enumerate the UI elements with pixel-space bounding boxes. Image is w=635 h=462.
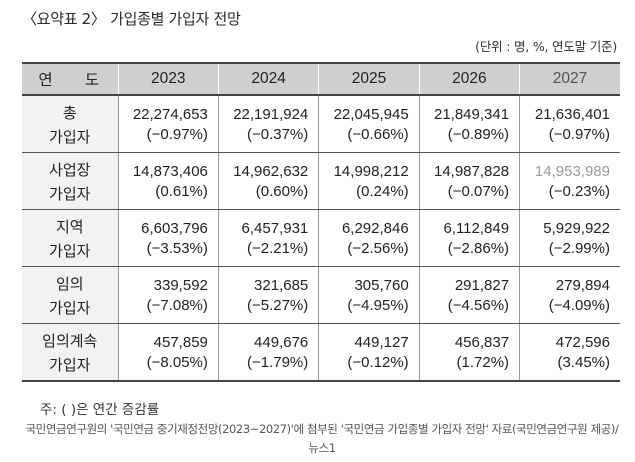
- value-cell: 449,127: [318, 323, 420, 352]
- value-cell: 21,636,401: [519, 95, 620, 124]
- value-cell: 339,592: [117, 266, 219, 295]
- row-category: 가입자: [22, 181, 118, 210]
- pct-cell: (−4.56%): [418, 295, 520, 324]
- table-title: 〈요약표 2〉 가입종별 가입자 전망: [22, 10, 241, 28]
- pct-cell: (−0.07%): [418, 181, 520, 210]
- row-category: 사업장: [22, 152, 118, 181]
- pct-cell: (0.61%): [117, 181, 219, 210]
- header-2024: 2024: [217, 62, 319, 96]
- pct-cell: (−5.27%): [217, 295, 319, 324]
- table-note: 주: ( )은 연간 증감률: [40, 402, 160, 418]
- image-caption: 국민연금연구원의 '국민연금 중기재정전망(2023~2027)'에 첨부된 '…: [25, 422, 619, 455]
- value-cell: 22,045,945: [318, 95, 420, 124]
- table-row-workplace: 사업장 14,873,406 14,962,632 14,998,212 14,…: [22, 152, 620, 181]
- value-cell: 22,274,653: [117, 95, 219, 124]
- table-row-voluntary-pct: 가입자 (−7.08%) (−5.27%) (−4.95%) (−4.56%) …: [22, 295, 620, 324]
- value-cell: 305,760: [318, 266, 420, 295]
- value-cell: 449,676: [217, 323, 319, 352]
- value-cell: 457,859: [117, 323, 219, 352]
- value-cell: 6,603,796: [117, 209, 219, 238]
- pct-cell: (1.72%): [418, 352, 520, 382]
- pct-cell: (−2.21%): [217, 238, 319, 267]
- value-cell: 6,292,846: [318, 209, 420, 238]
- table-row-total-pct: 가입자 (−0.97%) (−0.37%) (−0.66%) (−0.89%) …: [22, 124, 620, 153]
- row-category: 가입자: [22, 238, 118, 267]
- row-category: 가입자: [22, 124, 118, 153]
- value-cell: 14,953,989: [519, 152, 620, 181]
- header-2023: 2023: [117, 62, 219, 96]
- pct-cell: (−2.56%): [318, 238, 420, 267]
- row-category: 가입자: [22, 295, 118, 324]
- pct-cell: (0.60%): [217, 181, 319, 210]
- value-cell: 321,685: [217, 266, 319, 295]
- pct-cell: (−8.05%): [117, 352, 219, 382]
- pct-cell: (0.24%): [318, 181, 420, 210]
- row-category: 총: [22, 95, 118, 124]
- value-cell: 14,962,632: [217, 152, 319, 181]
- pct-cell: (−0.23%): [519, 181, 620, 210]
- pct-cell: (−1.79%): [217, 352, 319, 382]
- table-row-regional-pct: 가입자 (−3.53%) (−2.21%) (−2.56%) (−2.86%) …: [22, 238, 620, 267]
- pct-cell: (−0.97%): [519, 124, 620, 153]
- value-cell: 21,849,341: [418, 95, 520, 124]
- value-cell: 14,998,212: [318, 152, 420, 181]
- pct-cell: (−3.53%): [117, 238, 219, 267]
- subscriber-forecast-table: 연 도 2023 2024 2025 2026 2027 총 22,274,65…: [22, 62, 620, 382]
- value-cell: 5,929,922: [519, 209, 620, 238]
- header-2027: 2027: [519, 62, 620, 96]
- value-cell: 6,457,931: [217, 209, 319, 238]
- pct-cell: (−0.12%): [318, 352, 420, 382]
- pct-cell: (−0.97%): [117, 124, 219, 153]
- unit-label: (단위 : 명, %, 연도말 기준): [475, 39, 617, 54]
- pct-cell: (−2.86%): [418, 238, 520, 267]
- value-cell: 14,987,828: [418, 152, 520, 181]
- value-cell: 472,596: [519, 323, 620, 352]
- pct-cell: (−4.95%): [318, 295, 420, 324]
- table-row-voluntary-continued-pct: 가입자 (−8.05%) (−1.79%) (−0.12%) (1.72%) (…: [22, 352, 620, 382]
- row-category: 지역: [22, 209, 118, 238]
- pct-cell: (−2.99%): [519, 238, 620, 267]
- header-year-label: 연 도: [22, 62, 118, 96]
- value-cell: 456,837: [418, 323, 520, 352]
- value-cell: 6,112,849: [418, 209, 520, 238]
- table-row-voluntary-continued: 임의계속 457,859 449,676 449,127 456,837 472…: [22, 323, 620, 352]
- pct-cell: (−4.09%): [519, 295, 620, 324]
- header-2026: 2026: [418, 62, 520, 96]
- header-row: 연 도 2023 2024 2025 2026 2027: [22, 62, 620, 96]
- table-row-regional: 지역 6,603,796 6,457,931 6,292,846 6,112,8…: [22, 209, 620, 238]
- table-row-workplace-pct: 가입자 (0.61%) (0.60%) (0.24%) (−0.07%) (−0…: [22, 181, 620, 210]
- pct-cell: (−0.66%): [318, 124, 420, 153]
- table-row-total: 총 22,274,653 22,191,924 22,045,945 21,84…: [22, 95, 620, 124]
- value-cell: 14,873,406: [117, 152, 219, 181]
- pct-cell: (−0.89%): [418, 124, 520, 153]
- row-category: 임의: [22, 266, 118, 295]
- value-cell: 291,827: [418, 266, 520, 295]
- pct-cell: (−0.37%): [217, 124, 319, 153]
- table-row-voluntary: 임의 339,592 321,685 305,760 291,827 279,8…: [22, 266, 620, 295]
- pct-cell: (−7.08%): [117, 295, 219, 324]
- row-category: 가입자: [22, 352, 118, 382]
- row-category: 임의계속: [22, 323, 118, 352]
- pct-cell: (3.45%): [519, 352, 620, 382]
- value-cell: 22,191,924: [217, 95, 319, 124]
- header-2025: 2025: [318, 62, 420, 96]
- value-cell: 279,894: [519, 266, 620, 295]
